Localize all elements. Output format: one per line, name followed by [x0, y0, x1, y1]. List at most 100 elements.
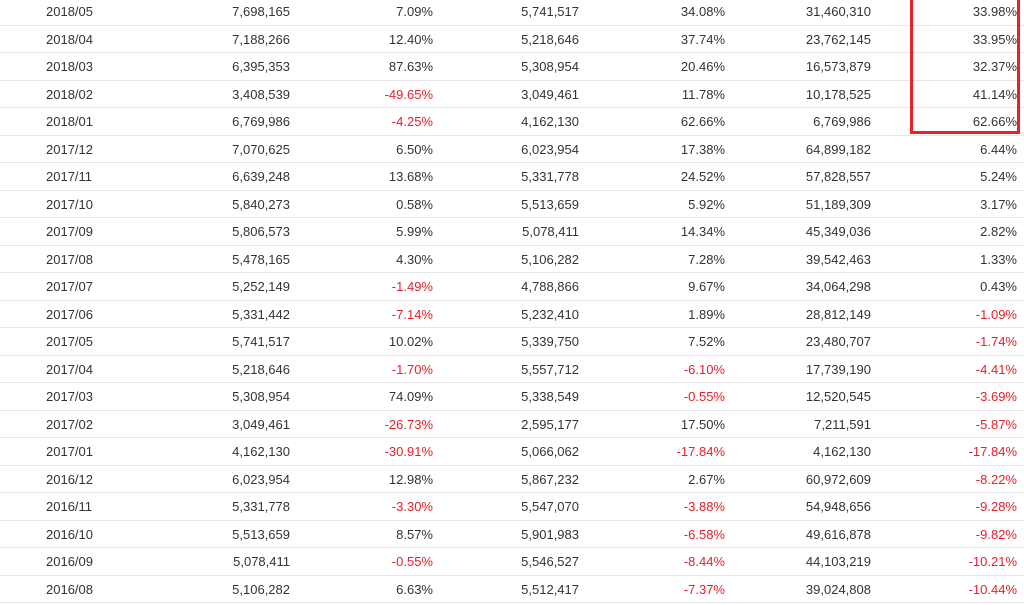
cumulative-value-cell: 39,542,463 [805, 251, 871, 267]
percent-change-cell: 6.50% [396, 141, 433, 157]
percent-change-cell: -8.44% [683, 554, 725, 569]
percent-change-cell: 5.92% [688, 196, 725, 212]
period-cell: 2018/03 [46, 59, 93, 74]
table-row: 2016/10 5,513,659 8.57% 5,901,983 -6.58% 49,6… [0, 521, 1024, 548]
period-cell: 2017/06 [46, 306, 93, 322]
percent-change-cell: -0.55% [683, 389, 725, 404]
cumulative-value-cell: 7,211,591 [814, 416, 871, 432]
value-cell: 5,106,282 [232, 581, 290, 597]
value-cell: 7,698,165 [232, 4, 290, 19]
value-cell: 5,478,165 [232, 251, 290, 267]
cumulative-value-cell: 57,828,557 [805, 169, 871, 184]
value-cell: 4,162,130 [232, 444, 290, 459]
percent-change-cell: -4.25% [391, 114, 433, 129]
cumulative-percent-cell: 32.37% [972, 59, 1017, 74]
cumulative-percent-cell: -10.21% [968, 554, 1017, 569]
cumulative-percent-cell: -9.28% [975, 499, 1017, 514]
table-row: 2017/07 5,252,149 -1.49% 4,788,866 9.67% 34,0… [0, 273, 1024, 301]
percent-change-cell: 0.58% [396, 196, 433, 212]
percent-change-cell: 1.89% [688, 306, 725, 322]
cumulative-value-cell: 31,460,310 [805, 4, 871, 19]
table-row: 2016/12 6,023,954 12.98% 5,867,232 2.67% 60,9… [0, 466, 1024, 493]
table-row: 2017/02 3,049,461 -26.73% 2,595,177 17.50% 7,… [0, 411, 1024, 438]
value-cell: 6,023,954 [521, 141, 579, 157]
percent-change-cell: 20.46% [680, 59, 725, 74]
period-cell: 2017/01 [46, 444, 93, 459]
percent-change-cell: -17.84% [676, 444, 725, 459]
percent-change-cell: -30.91% [384, 444, 433, 459]
percent-change-cell: -6.10% [683, 361, 725, 377]
percent-change-cell: 13.68% [388, 169, 433, 184]
cumulative-percent-cell: 5.24% [980, 169, 1017, 184]
table-row: 2018/02 3,408,539 -49.65% 3,049,461 11.78% 10… [0, 81, 1024, 108]
value-cell: 5,232,410 [521, 306, 579, 322]
period-cell: 2017/11 [46, 169, 93, 184]
period-cell: 2016/08 [46, 581, 93, 597]
percent-change-cell: 7.09% [396, 4, 433, 19]
cumulative-value-cell: 54,948,656 [805, 499, 871, 514]
percent-change-cell: 34.08% [680, 4, 725, 19]
cumulative-percent-cell: -5.87% [975, 416, 1017, 432]
percent-change-cell: 8.57% [396, 526, 433, 542]
value-cell: 7,070,625 [232, 141, 290, 157]
value-cell: 6,639,248 [232, 169, 290, 184]
period-cell: 2016/10 [46, 526, 93, 542]
percent-change-cell: -0.55% [391, 554, 433, 569]
cumulative-value-cell: 44,103,219 [805, 554, 871, 569]
percent-change-cell: -3.30% [391, 499, 433, 514]
table-row: 2016/08 5,106,282 6.63% 5,512,417 -7.37% 39,0… [0, 576, 1024, 603]
percent-change-cell: -1.70% [391, 361, 433, 377]
cumulative-value-cell: 12,520,545 [805, 389, 871, 404]
percent-change-cell: 17.50% [680, 416, 725, 432]
value-cell: 2,595,177 [521, 416, 579, 432]
cumulative-percent-cell: 33.95% [972, 31, 1017, 47]
value-cell: 5,547,070 [521, 499, 579, 514]
value-cell: 4,788,866 [521, 279, 579, 294]
value-cell: 5,338,549 [521, 389, 579, 404]
percent-change-cell: -7.37% [683, 581, 725, 597]
table-row: 2017/08 5,478,165 4.30% 5,106,282 7.28% 39,54… [0, 246, 1024, 273]
cumulative-value-cell: 34,064,298 [805, 279, 871, 294]
percent-change-cell: -49.65% [384, 86, 433, 102]
value-cell: 4,162,130 [521, 114, 579, 129]
cumulative-percent-cell: 1.33% [980, 251, 1017, 267]
table-row: 2017/11 6,639,248 13.68% 5,331,778 24.52% 57,… [0, 163, 1024, 191]
cumulative-percent-cell: 6.44% [980, 141, 1017, 157]
cumulative-value-cell: 4,162,130 [813, 444, 871, 459]
value-cell: 5,218,646 [232, 361, 290, 377]
percent-change-cell: 87.63% [388, 59, 433, 74]
value-cell: 6,023,954 [232, 471, 290, 487]
cumulative-value-cell: 17,739,190 [805, 361, 871, 377]
percent-change-cell: 9.67% [688, 279, 725, 294]
percent-change-cell: -3.88% [683, 499, 725, 514]
cumulative-percent-cell: -1.09% [975, 306, 1017, 322]
percent-change-cell: -7.14% [391, 306, 433, 322]
period-cell: 2017/02 [46, 416, 93, 432]
table-row: 2018/01 6,769,986 -4.25% 4,162,130 62.66% 6,7… [0, 108, 1024, 136]
value-cell: 3,049,461 [232, 416, 290, 432]
table-row: 2017/06 5,331,442 -7.14% 5,232,410 1.89% 28,8… [0, 301, 1024, 328]
percent-change-cell: 5.99% [396, 224, 433, 239]
value-cell: 5,741,517 [521, 4, 579, 19]
period-cell: 2017/12 [46, 141, 93, 157]
cumulative-percent-cell: -4.41% [975, 361, 1017, 377]
value-cell: 5,252,149 [232, 279, 290, 294]
percent-change-cell: -6.58% [683, 526, 725, 542]
value-cell: 5,308,954 [232, 389, 290, 404]
percent-change-cell: 12.98% [388, 471, 433, 487]
period-cell: 2016/09 [46, 554, 93, 569]
percent-change-cell: 10.02% [388, 334, 433, 349]
cumulative-percent-cell: -8.22% [975, 471, 1017, 487]
percent-change-cell: 4.30% [396, 251, 433, 267]
percent-change-cell: 74.09% [388, 389, 433, 404]
cumulative-percent-cell: 3.17% [980, 196, 1017, 212]
cumulative-value-cell: 51,189,309 [805, 196, 871, 212]
value-cell: 5,806,573 [232, 224, 290, 239]
value-cell: 3,408,539 [232, 86, 290, 102]
table-row: 2018/05 7,698,165 7.09% 5,741,517 34.08% 31,4… [0, 0, 1024, 26]
period-cell: 2016/12 [46, 471, 93, 487]
value-cell: 5,308,954 [521, 59, 579, 74]
period-cell: 2017/07 [46, 279, 93, 294]
cumulative-percent-cell: -17.84% [968, 444, 1017, 459]
value-cell: 3,049,461 [521, 86, 579, 102]
